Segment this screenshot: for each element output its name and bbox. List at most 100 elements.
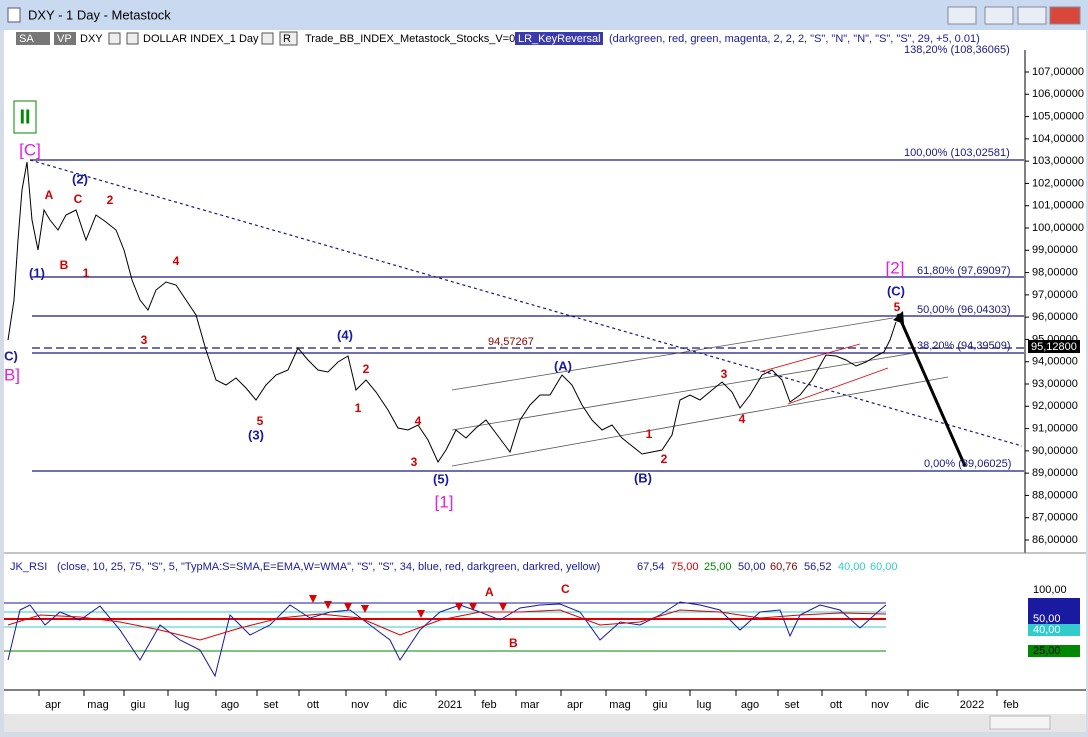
- wave: B: [509, 636, 518, 650]
- time-tick: feb: [1003, 699, 1018, 711]
- time-tick: ago: [741, 699, 759, 711]
- rsi-value-box: [1028, 624, 1080, 636]
- level-label: 0,00% (89,06025): [924, 458, 1011, 470]
- time-tick: dic: [393, 699, 408, 711]
- rsi-tick: 40,00: [1033, 624, 1061, 636]
- projection-arrow: [896, 313, 967, 467]
- price-line: [7, 161, 897, 464]
- signal: [417, 610, 425, 618]
- rsi-pane: A C B 100,00 50,00 40,00 25,00: [4, 582, 1080, 678]
- price-tick: 86,00000: [1032, 534, 1078, 546]
- channel: [451, 351, 921, 431]
- wave: (A): [554, 358, 572, 373]
- signal: [455, 603, 463, 611]
- price-tick: 96,00000: [1032, 311, 1078, 323]
- arrow-head: [893, 311, 904, 324]
- wave: 4: [173, 254, 180, 268]
- wave: (B): [634, 470, 652, 485]
- level-labels: 138,20% (108,36065) 100,00% (103,02581) …: [488, 44, 1011, 470]
- wave: 3: [721, 367, 728, 381]
- price-tick: 97,00000: [1032, 289, 1078, 301]
- wave: 1: [646, 427, 653, 441]
- time-axis-labels: apr mag giu lug ago set ott nov dic 2021 feb mar apr…: [38, 690, 1019, 711]
- level-label: 38,20% (94,39509): [917, 340, 1011, 352]
- dropdown[interactable]: [279, 31, 298, 46]
- indicator-value: 60,00: [870, 561, 898, 573]
- price-tick: 101,00000: [1032, 200, 1084, 212]
- price-tick: 90,00000: [1032, 445, 1078, 457]
- channel: [759, 343, 861, 373]
- rsi-average: [7, 609, 887, 641]
- indicator-value: 40,00: [838, 561, 866, 573]
- window-title: DXY - 1 Day - Metastock: [28, 7, 171, 22]
- rsi-line: [7, 601, 887, 678]
- wave: 1: [83, 266, 90, 280]
- level-label: 100,00% (103,02581): [904, 147, 1010, 159]
- wave: B]: [4, 365, 20, 384]
- rsi-tick: 100,00: [1033, 584, 1067, 596]
- chart-area: [4, 30, 1086, 714]
- time-tick: set: [264, 699, 279, 711]
- price-tick: 94,00000: [1032, 356, 1078, 368]
- dropdown[interactable]: [108, 32, 121, 45]
- close-button[interactable]: [1049, 6, 1081, 25]
- price-tick: 105,00000: [1032, 110, 1084, 122]
- time-tick: apr: [45, 699, 61, 711]
- level-label: 50,00% (96,04303): [917, 304, 1011, 316]
- toolbar-item: DXY: [80, 33, 103, 45]
- wave: (3): [248, 427, 264, 442]
- time-tick: apr: [567, 699, 583, 711]
- chip[interactable]: [16, 32, 50, 45]
- channel: [451, 376, 949, 467]
- time-tick: lug: [175, 699, 190, 711]
- wave: 2: [661, 452, 668, 466]
- wave: 5: [257, 414, 264, 428]
- channels: [451, 317, 949, 467]
- time-tick: mag: [87, 699, 108, 711]
- time-tick: mar: [521, 699, 540, 711]
- price-tick: 93,00000: [1032, 378, 1078, 390]
- dropdown[interactable]: [261, 32, 274, 45]
- button[interactable]: [984, 6, 1014, 25]
- time-tick: set: [785, 699, 800, 711]
- chip[interactable]: [54, 32, 76, 45]
- button[interactable]: [1017, 6, 1047, 25]
- wave: A: [485, 585, 494, 599]
- button[interactable]: [947, 6, 977, 25]
- time-tick: nov: [871, 699, 889, 711]
- wave: A: [45, 188, 54, 202]
- price-tick: 104,00000: [1032, 133, 1084, 145]
- dropdown[interactable]: [126, 32, 139, 45]
- price-tick: 92,00000: [1032, 400, 1078, 412]
- wave: (C): [887, 283, 905, 298]
- wave-labels: [C] II (2) A C 2 B 1 (1) 4 3 C) B] (4) 2…: [4, 100, 905, 511]
- rsi-tick: 50,00: [1033, 613, 1061, 625]
- time-tick: dic: [915, 699, 930, 711]
- price-tick: 103,00000: [1032, 155, 1084, 167]
- window-buttons: [947, 6, 1081, 25]
- wave: (5): [433, 471, 449, 486]
- toolbar-item: LR_KeyReversal: [518, 33, 601, 45]
- level-label: 61,80% (97,69097): [917, 265, 1011, 277]
- signal: [499, 603, 507, 611]
- price-tick: 106,00000: [1032, 88, 1084, 100]
- level-label: 138,20% (108,36065): [904, 44, 1010, 56]
- wave: 2: [107, 193, 114, 207]
- price-tick: 100,00000: [1032, 222, 1084, 234]
- time-tick: feb: [481, 699, 496, 711]
- signal: [361, 605, 369, 613]
- price-tick: 89,00000: [1032, 467, 1078, 479]
- scroll-thumb[interactable]: [989, 715, 1051, 730]
- time-tick: ott: [307, 699, 319, 711]
- wave: [1]: [435, 492, 454, 511]
- indicator-value: 25,00: [704, 561, 732, 573]
- scrollbar[interactable]: [4, 714, 1086, 732]
- time-tick: giu: [131, 699, 146, 711]
- time-tick: 2021: [438, 699, 462, 711]
- price-tick: 98,00000: [1032, 266, 1078, 278]
- wave: C): [4, 348, 18, 363]
- rsi-tick: 25,00: [1033, 645, 1061, 657]
- chip[interactable]: [515, 32, 603, 45]
- indicator-header: JK_RSI (close, 10, 25, 75, "S", 5, "TypM…: [10, 561, 898, 573]
